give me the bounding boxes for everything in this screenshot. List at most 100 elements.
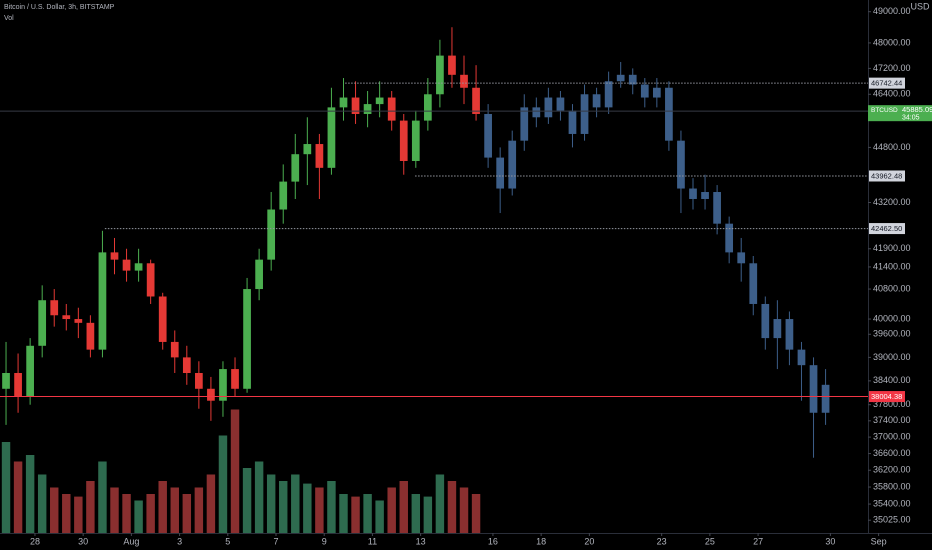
candle-body [387, 97, 396, 121]
volume-bar [447, 481, 457, 533]
candle-body [351, 97, 360, 114]
volume-bar [411, 494, 421, 533]
candle-body [146, 263, 155, 297]
candle-body [544, 97, 553, 118]
candle-body [399, 120, 408, 161]
candle-body [363, 104, 372, 114]
y-tick-label: 37400.00 [873, 415, 911, 425]
candle-body [689, 188, 697, 199]
volume-bar [74, 496, 83, 533]
candle-body [62, 315, 71, 320]
x-tick-label: 30 [78, 536, 88, 546]
candle-body [604, 81, 613, 108]
candle-body [267, 209, 276, 260]
candle-body [460, 74, 468, 88]
candle-body [26, 345, 34, 397]
y-tick-label: 40000.00 [873, 313, 911, 323]
level-label: 46742.44 [871, 79, 902, 88]
candle-body [327, 107, 336, 168]
x-tick-label: 5 [225, 536, 230, 546]
candle-body [158, 296, 167, 342]
last-price-symbol: BTCUSD [871, 107, 898, 114]
candle-body [809, 365, 818, 413]
candle-body [255, 259, 263, 290]
candle-body [170, 341, 179, 358]
volume-bar [459, 487, 469, 533]
candle-body [508, 140, 517, 189]
candle-body [50, 300, 59, 316]
candle-body [677, 140, 685, 189]
y-tick-label: 37800.00 [873, 399, 911, 409]
volume-bar [158, 481, 167, 533]
volume-bar [242, 468, 252, 533]
volume-bar [266, 474, 276, 533]
volume-bar [206, 474, 216, 533]
y-tick-label: 46400.00 [873, 89, 911, 99]
volume-bar [37, 474, 47, 533]
volume-bar [218, 435, 228, 533]
x-tick-label: 9 [322, 536, 327, 546]
x-tick-label: Aug [123, 536, 139, 546]
candle-body [761, 303, 770, 339]
candle-body [436, 55, 444, 95]
level-label: 42462.50 [871, 224, 902, 233]
volume-bar [134, 500, 143, 533]
candle-body [110, 252, 119, 260]
candle-body [98, 252, 107, 350]
candle-body [520, 107, 529, 141]
x-tick-label: 3 [177, 536, 182, 546]
candle-body [182, 357, 191, 374]
volume-bar [170, 487, 179, 533]
x-tick-label: 20 [584, 536, 594, 546]
candle-body [122, 259, 131, 271]
volume-bar [327, 481, 336, 533]
volume-bar [471, 494, 481, 533]
volume-bar [303, 483, 312, 533]
y-tick-label: 40800.00 [873, 283, 911, 293]
candle-body [665, 87, 673, 141]
candle-body [640, 84, 649, 98]
volume-bar [98, 461, 107, 533]
volume-bar [399, 481, 408, 533]
volume-bar [435, 474, 445, 533]
candle-body [616, 74, 625, 82]
level-label-box [869, 391, 905, 403]
x-tick-label: 28 [30, 536, 40, 546]
candle-body [195, 373, 203, 389]
candle-body [219, 369, 227, 401]
level-label: 43962.48 [871, 171, 902, 180]
volume-bar [194, 487, 204, 533]
candle-body [556, 97, 565, 111]
candle-body [797, 349, 806, 366]
candle-body [580, 94, 589, 134]
volume-bar [230, 409, 240, 533]
candle-body [38, 300, 47, 346]
y-tick-label: 39600.00 [873, 329, 911, 339]
x-tick-label: Sep [871, 536, 887, 546]
y-tick-label: 41900.00 [873, 243, 911, 253]
volume-bar [423, 496, 433, 533]
y-tick-label: 44800.00 [873, 142, 911, 152]
volume-bar [363, 494, 372, 533]
candle-body [484, 113, 492, 158]
candle-body [315, 144, 324, 168]
y-tick-label: 35400.00 [873, 498, 911, 508]
volume-bar [254, 461, 264, 533]
candle-body [86, 322, 95, 350]
candle-body [628, 74, 637, 85]
candle-body [134, 263, 143, 271]
x-tick-label: 7 [273, 536, 278, 546]
candle-body [74, 319, 83, 323]
candle-body [701, 192, 709, 199]
x-tick-label: 16 [488, 536, 498, 546]
x-tick-label: 30 [825, 536, 835, 546]
x-tick-label: 13 [416, 536, 426, 546]
level-label-box [869, 223, 905, 235]
volume-bar [86, 481, 95, 533]
volume-bar [351, 496, 360, 533]
level-label-box [869, 77, 905, 89]
candle-body [713, 192, 721, 224]
volume-bar [1, 442, 11, 533]
